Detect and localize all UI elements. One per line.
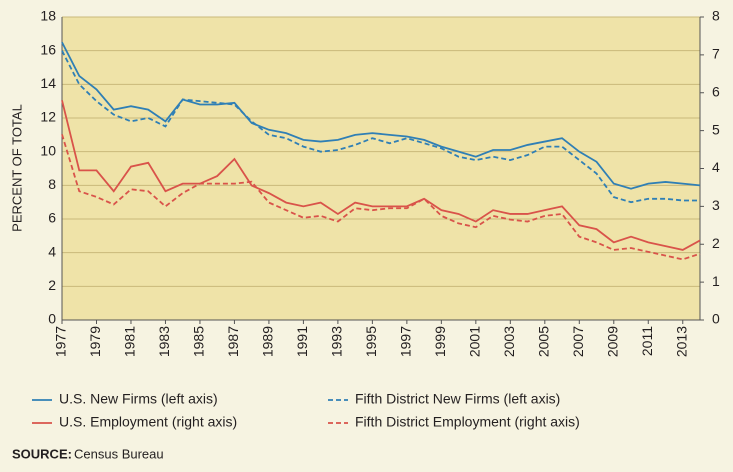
series-line <box>61 134 701 261</box>
x-tick-label: 2009 <box>604 326 620 357</box>
x-tick-label: 1989 <box>260 326 276 357</box>
legend-label: Fifth District New Firms (left axis) <box>355 391 560 407</box>
x-tick-label: 1999 <box>432 326 448 357</box>
y-tick-label: 10 <box>40 142 56 158</box>
x-tick-label: 1979 <box>87 326 103 357</box>
y-axis-label: PERCENT OF TOTAL <box>9 104 24 232</box>
y2-tick-label: 5 <box>712 121 720 137</box>
x-tick-label: 1985 <box>191 326 207 357</box>
plot-area <box>62 17 700 320</box>
y2-tick-label: 0 <box>712 311 720 327</box>
y2-tick-label: 7 <box>712 46 720 62</box>
y-tick-label: 2 <box>48 277 56 293</box>
x-tick-label: 2001 <box>467 326 483 357</box>
y2-tick-label: 8 <box>712 8 720 24</box>
y2-tick-label: 6 <box>712 83 720 99</box>
y-tick-label: 0 <box>48 311 56 327</box>
y-tick-label: 4 <box>48 243 56 259</box>
x-tick-label: 2003 <box>501 326 517 357</box>
y-tick-label: 16 <box>40 41 56 57</box>
y-tick-label: 12 <box>40 109 56 125</box>
x-tick-label: 1995 <box>363 326 379 357</box>
x-tick-label: 1987 <box>225 326 241 357</box>
x-tick-label: 2011 <box>639 326 655 356</box>
y2-tick-label: 4 <box>712 159 720 175</box>
x-tick-label: 1997 <box>398 326 414 357</box>
series-line <box>61 41 701 190</box>
series-line <box>61 50 700 204</box>
source-label: SOURCE: <box>12 446 72 461</box>
x-tick-label: 1993 <box>329 326 345 357</box>
x-tick-label: 1977 <box>53 326 69 357</box>
x-tick-label: 1981 <box>122 326 138 357</box>
x-tick-label: 2007 <box>570 326 586 357</box>
y2-tick-label: 1 <box>712 273 720 289</box>
y-tick-label: 8 <box>48 176 56 192</box>
x-tick-label: 1983 <box>156 326 172 357</box>
x-tick-label: 1991 <box>294 326 310 357</box>
series-line <box>61 100 701 251</box>
legend-label: U.S. New Firms (left axis) <box>59 391 218 407</box>
y-tick-label: 6 <box>48 210 56 226</box>
y-tick-label: 18 <box>40 8 56 24</box>
legend-label: Fifth District Employment (right axis) <box>355 414 580 430</box>
y2-tick-label: 3 <box>712 197 720 213</box>
y-tick-label: 14 <box>40 75 56 91</box>
source: Census Bureau <box>74 446 164 461</box>
legend-label: U.S. Employment (right axis) <box>59 414 237 430</box>
y2-tick-label: 2 <box>712 235 720 251</box>
x-tick-label: 2013 <box>673 326 689 357</box>
x-tick-label: 2005 <box>536 326 552 357</box>
